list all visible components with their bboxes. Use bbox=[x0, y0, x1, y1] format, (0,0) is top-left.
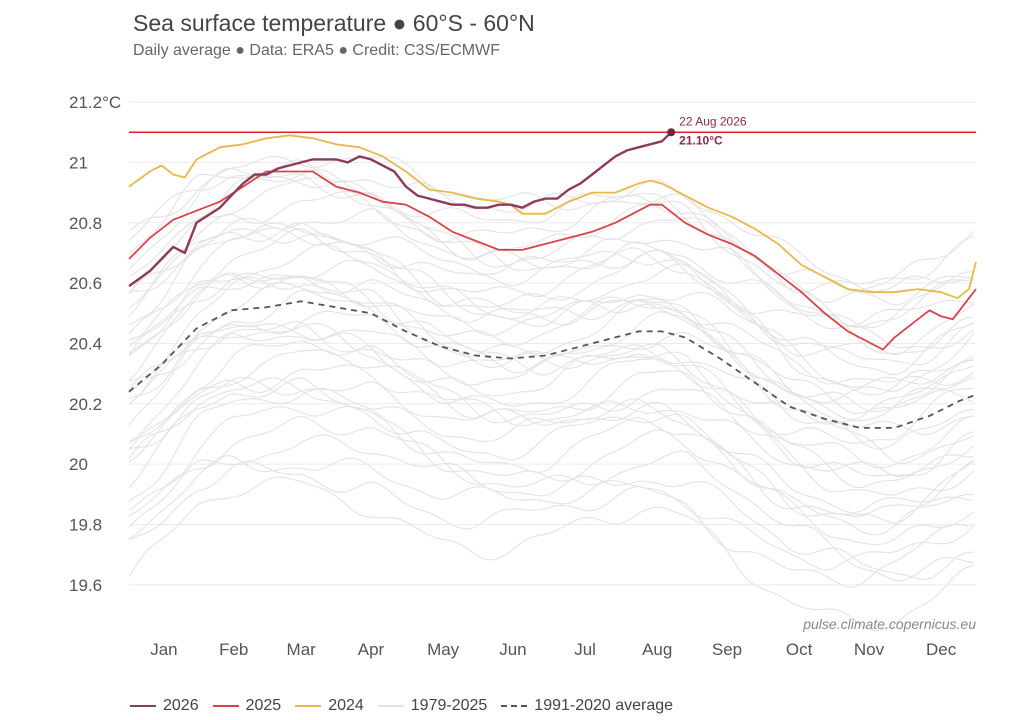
legend-item[interactable]: 2026 bbox=[130, 697, 199, 715]
history-line bbox=[128, 454, 975, 571]
legend-item[interactable]: 1979-2025 bbox=[377, 697, 488, 715]
history-line bbox=[128, 272, 974, 415]
series-line-2025 bbox=[128, 170, 977, 351]
y-tick-label: 20 bbox=[69, 455, 88, 474]
history-line bbox=[128, 276, 974, 420]
x-tick-label: Apr bbox=[358, 640, 385, 659]
x-tick-label: Jan bbox=[150, 640, 177, 659]
history-line bbox=[128, 310, 974, 436]
legend-swatch bbox=[377, 705, 404, 707]
latest-value-marker[interactable] bbox=[667, 128, 676, 137]
x-tick-label: Sep bbox=[712, 640, 742, 659]
history-line bbox=[128, 332, 975, 496]
source-credit: pulse.climate.copernicus.eu bbox=[802, 616, 976, 632]
x-tick-label: Nov bbox=[854, 640, 885, 659]
history-line bbox=[128, 460, 974, 588]
chart-title: Sea surface temperature ● 60°S - 60°N bbox=[133, 10, 535, 36]
legend-swatch bbox=[295, 705, 322, 707]
history-line bbox=[128, 227, 974, 396]
chart-legend: 2026 2025 2024 1979-2025 1991-2020 average bbox=[130, 697, 687, 715]
history-line bbox=[128, 340, 974, 489]
x-tick-label: Aug bbox=[642, 640, 672, 659]
legend-swatch bbox=[501, 705, 528, 707]
legend-label: 1991-2020 average bbox=[534, 697, 674, 714]
x-axis-month-labels: Jan Feb Mar Apr May Jun Jul Aug Sep Oct Nov Dec bbox=[150, 640, 957, 659]
legend-swatch bbox=[130, 705, 156, 707]
history-line bbox=[128, 377, 975, 524]
history-line bbox=[128, 190, 975, 349]
history-line bbox=[128, 405, 975, 546]
x-tick-label: Dec bbox=[926, 640, 957, 659]
legend-label: 1979-2025 bbox=[410, 697, 488, 714]
x-tick-label: Jun bbox=[499, 640, 526, 659]
history-line bbox=[128, 323, 974, 425]
gridlines bbox=[129, 101, 976, 586]
history-line bbox=[128, 228, 974, 376]
series-line-2024 bbox=[128, 134, 977, 300]
history-line bbox=[128, 415, 974, 582]
x-tick-label: Feb bbox=[219, 640, 248, 659]
history-line bbox=[128, 377, 974, 514]
y-axis-tick-labels: 19.6 19.8 20 20.2 20.4 20.6 20.8 21 21.2°C bbox=[69, 93, 121, 595]
history-line bbox=[128, 289, 974, 465]
history-line bbox=[128, 222, 974, 329]
legend-item[interactable]: 1991-2020 average bbox=[501, 697, 673, 715]
history-line bbox=[128, 177, 974, 355]
sst-line-chart: 19.6 19.8 20 20.2 20.4 20.6 20.8 21 21.2°C 22 Au… bbox=[69, 93, 977, 659]
y-tick-label: 20.8 bbox=[69, 214, 102, 233]
history-line bbox=[128, 155, 974, 293]
x-tick-label: Mar bbox=[287, 640, 317, 659]
history-line bbox=[128, 377, 974, 536]
latest-date-label: 22 Aug 2026 bbox=[679, 114, 747, 128]
history-line bbox=[128, 273, 975, 404]
history-line bbox=[128, 476, 974, 632]
legend-label: 2025 bbox=[245, 697, 282, 714]
history-line bbox=[128, 243, 974, 366]
series-line-2026 bbox=[128, 131, 673, 288]
history-line bbox=[128, 274, 974, 413]
x-tick-label: May bbox=[427, 640, 460, 659]
y-tick-label: 19.8 bbox=[69, 515, 102, 534]
history-line bbox=[128, 167, 975, 304]
y-tick-label: 21.2°C bbox=[69, 93, 121, 112]
legend-label: 2024 bbox=[328, 697, 364, 714]
history-line bbox=[128, 222, 975, 356]
latest-value-label: 21.10°C bbox=[679, 133, 723, 147]
x-tick-label: Oct bbox=[786, 640, 813, 659]
y-tick-label: 20.2 bbox=[69, 395, 102, 414]
legend-item[interactable]: 2025 bbox=[212, 697, 282, 715]
history-line bbox=[128, 322, 974, 477]
history-lines-1979-2025 bbox=[128, 155, 975, 632]
chart-subtitle: Daily average ● Data: ERA5 ● Credit: C3S… bbox=[133, 42, 500, 59]
legend-swatch bbox=[212, 705, 239, 707]
legend-label: 2026 bbox=[163, 697, 199, 714]
y-tick-label: 21 bbox=[69, 153, 88, 172]
series-line-1991-2020-average bbox=[128, 300, 977, 429]
history-line bbox=[128, 434, 974, 581]
y-tick-label: 19.6 bbox=[69, 576, 102, 595]
highlighted-series bbox=[128, 131, 977, 429]
y-tick-label: 20.4 bbox=[69, 334, 102, 353]
x-tick-label: Jul bbox=[574, 640, 596, 659]
history-line bbox=[128, 321, 974, 444]
history-line bbox=[128, 387, 975, 518]
legend-item[interactable]: 2024 bbox=[295, 697, 364, 715]
history-line bbox=[128, 173, 974, 328]
y-tick-label: 20.6 bbox=[69, 274, 102, 293]
history-line bbox=[128, 349, 974, 469]
